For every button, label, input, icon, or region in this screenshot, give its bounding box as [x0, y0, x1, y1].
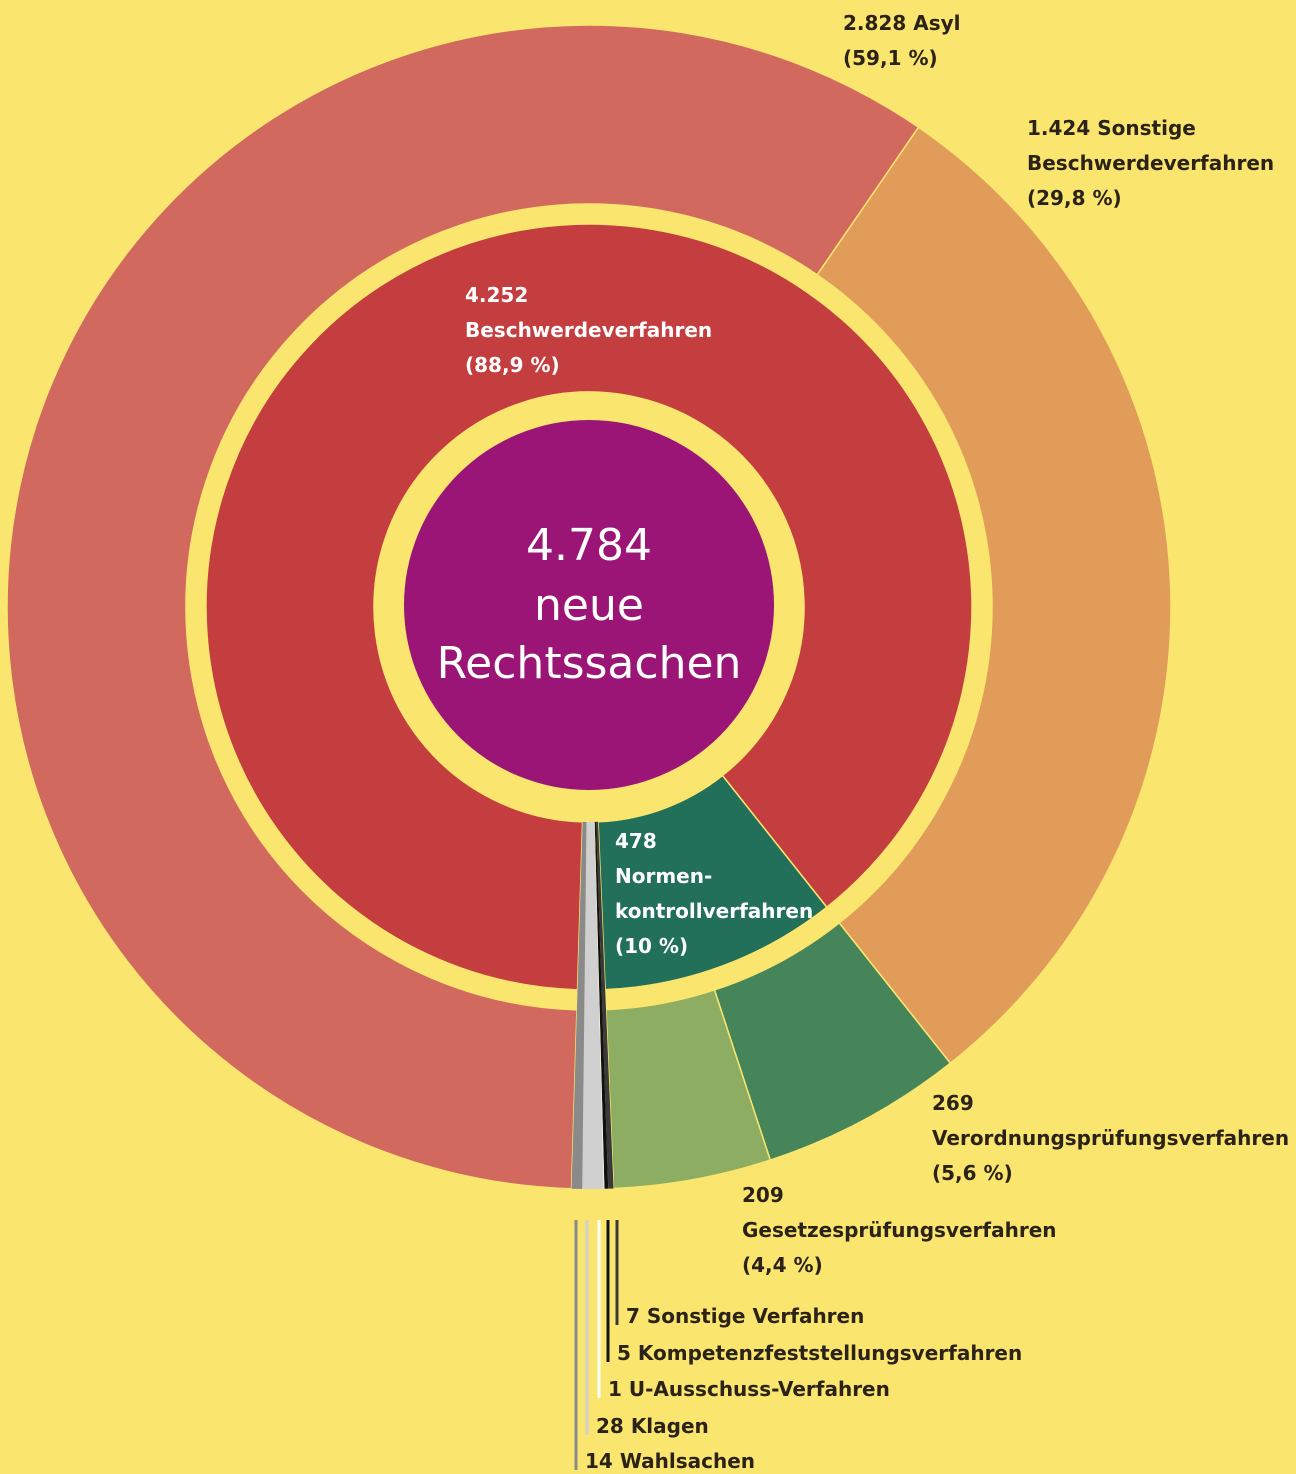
percent-label: (88,9 %) [465, 353, 560, 377]
value-label: 478 [615, 829, 657, 853]
segment-label: 2.828 Asyl [843, 11, 961, 35]
name-label: Klagen [631, 1414, 709, 1438]
name-label: Sonstige Verfahren [647, 1304, 864, 1328]
inner-segment [597, 774, 828, 991]
outer-segment [605, 989, 772, 1190]
value-label: 1 [608, 1377, 622, 1401]
other-segment [596, 821, 614, 1189]
name-label: Beschwerdeverfahren [465, 318, 712, 342]
name-label: Kompetenzfeststellungsverfahren [638, 1341, 1022, 1365]
center-value: 4.784 [526, 520, 652, 571]
value-label: 209 [742, 1183, 784, 1207]
name-label: Gesetzesprüfungsverfahren [742, 1218, 1057, 1242]
outer-segment [816, 126, 1172, 1065]
value-label: 5 [617, 1341, 631, 1365]
center-text: Rechtssachen [437, 638, 742, 689]
name-label: kontrollverfahren [615, 899, 813, 923]
percent-label: (4,4 %) [742, 1253, 823, 1277]
name-label: Sonstige [1097, 116, 1196, 140]
percent-label: (29,8 %) [1027, 186, 1122, 210]
other-label: 7 Sonstige Verfahren [626, 1304, 864, 1328]
other-segment [571, 821, 587, 1189]
other-segment [582, 821, 604, 1189]
other-segment [594, 821, 609, 1189]
percent-label: (5,6 %) [932, 1161, 1013, 1185]
value-label: 4.252 [465, 283, 528, 307]
value-label: 269 [932, 1091, 974, 1115]
value-label: 14 [585, 1449, 613, 1473]
name-label: Wahlsachen [620, 1449, 755, 1473]
center-text: neue [534, 580, 644, 631]
other-label: 28 Klagen [596, 1414, 709, 1438]
name-label: Asyl [913, 11, 960, 35]
value-label: 2.828 [843, 11, 906, 35]
outer-segment [6, 24, 920, 1190]
percent-label: (10 %) [615, 934, 688, 958]
other-label: 1 U-Ausschuss-Verfahren [608, 1377, 890, 1401]
other-segment [594, 821, 605, 1189]
name-label: Normen- [615, 864, 712, 888]
other-label: 14 Wahlsachen [585, 1449, 755, 1473]
other-label: 5 Kompetenzfeststellungsverfahren [617, 1341, 1022, 1365]
value-label: 1.424 [1027, 116, 1090, 140]
segment-label: 1.424 Sonstige [1027, 116, 1196, 140]
name-label: Beschwerdeverfahren [1027, 151, 1274, 175]
value-label: 28 [596, 1414, 624, 1438]
value-label: 7 [626, 1304, 640, 1328]
center-circle [404, 420, 774, 790]
inner-segment [205, 223, 973, 991]
percent-label: (59,1 %) [843, 46, 938, 70]
name-label: U-Ausschuss-Verfahren [629, 1377, 890, 1401]
name-label: Verordnungsprüfungsverfahren [932, 1126, 1289, 1150]
